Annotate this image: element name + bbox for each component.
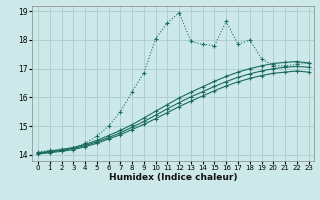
X-axis label: Humidex (Indice chaleur): Humidex (Indice chaleur) xyxy=(109,173,237,182)
